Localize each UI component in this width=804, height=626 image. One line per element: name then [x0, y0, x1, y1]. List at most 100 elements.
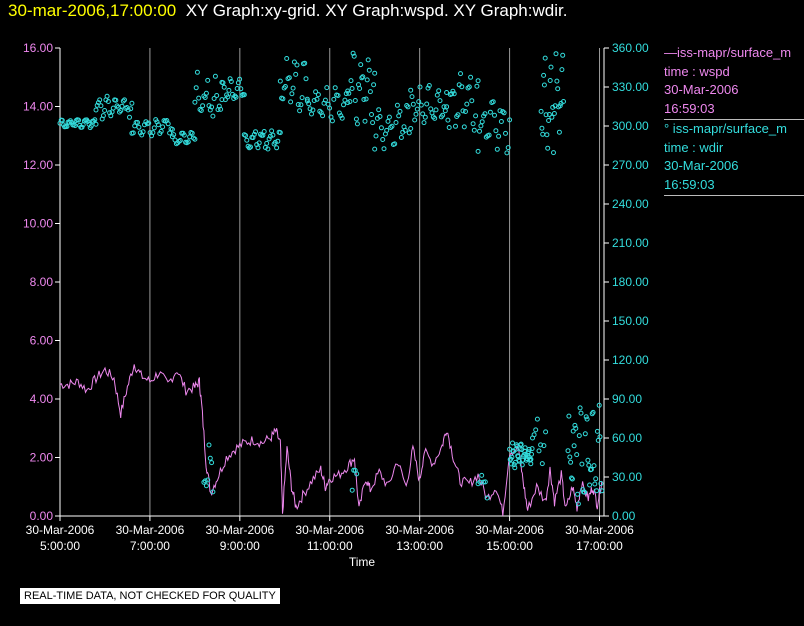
x-tick-date-label: 30-Mar-2006	[205, 523, 274, 537]
legend-entry-wspd[interactable]: —iss-mapr/surface_m time : wspd 30-Mar-2…	[664, 44, 804, 120]
wdir-point	[354, 121, 360, 127]
legend-wspd-clock: 16:59:03	[664, 100, 715, 116]
legend-wdir-clock: 16:59:03	[664, 176, 715, 192]
legend-entry-wdir[interactable]: ° iss-mapr/surface_m time : wdir 30-Mar-…	[664, 120, 804, 196]
wdir-point	[238, 86, 244, 92]
wdir-point	[97, 97, 103, 103]
wdir-point	[314, 96, 320, 102]
wdir-point	[538, 108, 544, 114]
x-tick-date-label: 30-Mar-2006	[385, 523, 454, 537]
wdir-point	[203, 483, 209, 489]
wdir-point	[338, 113, 344, 119]
wdir-point	[353, 116, 359, 122]
wdir-point	[508, 461, 514, 467]
wdir-point	[569, 476, 575, 482]
wdir-point	[482, 479, 488, 485]
wdir-point	[320, 113, 326, 119]
graph-title: 30-mar-2006,17:00:00 XY Graph:xy-grid. X…	[8, 1, 567, 21]
wdir-point	[417, 84, 423, 90]
wdir-point	[583, 414, 589, 420]
wdir-point	[210, 113, 216, 119]
wdir-point	[543, 112, 549, 118]
wdir-point	[599, 488, 605, 494]
legend-wspd-label: —iss-mapr/surface_m	[664, 45, 792, 60]
wdir-point	[177, 138, 183, 143]
wdir-point	[151, 125, 157, 131]
wdir-point	[362, 118, 368, 124]
right-tick-label: 0.00	[612, 509, 636, 523]
wdir-point	[469, 98, 475, 104]
wdir-point	[586, 462, 592, 468]
wdir-point	[267, 133, 273, 139]
wdir-point	[352, 98, 358, 103]
wdir-point	[512, 465, 518, 471]
wdir-point	[490, 99, 496, 105]
wdir-point	[582, 489, 587, 495]
left-tick-label: 16.00	[23, 41, 53, 55]
wdir-point	[553, 51, 559, 57]
wdir-point	[510, 440, 515, 446]
wdir-point	[194, 69, 200, 75]
wdir-point	[471, 127, 477, 133]
wdir-point	[313, 89, 319, 95]
wdir-point	[343, 91, 349, 97]
wdir-point	[297, 108, 303, 114]
wdir-point	[398, 135, 404, 140]
wdir-point	[579, 461, 585, 467]
wdir-point	[372, 70, 378, 76]
wdir-point	[221, 84, 227, 90]
legend: —iss-mapr/surface_m time : wspd 30-Mar-2…	[664, 44, 804, 196]
wdir-point	[381, 146, 387, 152]
x-tick-date-label: 30-Mar-2006	[475, 523, 544, 537]
wdir-point	[339, 115, 345, 121]
wdir-point	[526, 454, 532, 460]
wdir-point	[253, 129, 258, 135]
wdir-point	[544, 132, 550, 138]
wdir-point	[203, 90, 209, 96]
wdir-point	[128, 106, 134, 112]
wdir-point	[493, 128, 499, 134]
wdir-point	[434, 92, 440, 98]
wdir-point	[298, 102, 304, 108]
x-tick-date-label: 30-Mar-2006	[26, 523, 95, 537]
wdir-point	[555, 86, 561, 92]
wdir-point	[98, 103, 104, 109]
wdir-point	[570, 428, 576, 434]
wdir-point	[371, 82, 377, 88]
wdir-point	[233, 94, 239, 100]
wdir-point	[248, 144, 253, 150]
wdir-point	[64, 124, 70, 129]
wdir-point	[505, 145, 511, 151]
title-graph-list: XY Graph:xy-grid. XY Graph:wspd. XY Grap…	[185, 1, 568, 20]
wdir-point	[59, 117, 65, 123]
wdir-point	[481, 479, 486, 485]
right-tick-label: 60.00	[612, 431, 642, 445]
wdir-point	[394, 102, 400, 108]
wdir-point	[160, 124, 166, 130]
wdir-point	[335, 93, 341, 98]
wdir-point	[88, 123, 94, 129]
wdir-point	[460, 108, 466, 114]
wdir-point	[211, 96, 217, 101]
wdir-point	[218, 106, 224, 112]
wdir-point	[209, 104, 215, 110]
wdir-point	[222, 97, 228, 103]
wdir-point	[389, 123, 395, 129]
wdir-point	[239, 92, 245, 98]
wdir-point	[437, 98, 443, 104]
wdir-point	[587, 482, 593, 488]
wdir-point	[529, 446, 535, 452]
wdir-point	[118, 108, 124, 114]
wdir-point	[202, 95, 208, 100]
wdir-point	[504, 150, 510, 156]
right-tick-label: 30.00	[612, 470, 642, 484]
wdir-point	[548, 64, 554, 70]
wdir-point	[85, 119, 91, 124]
wdir-point	[303, 76, 309, 82]
wdir-point	[450, 88, 456, 94]
wdir-point	[290, 85, 296, 91]
wdir-point	[386, 114, 392, 120]
wdir-point	[568, 459, 574, 465]
right-tick-label: 270.00	[612, 158, 649, 172]
